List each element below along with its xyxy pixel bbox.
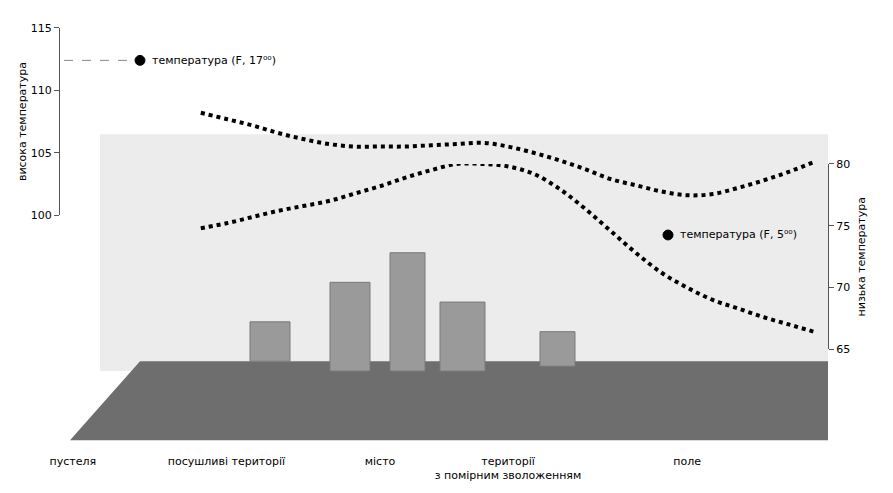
svg-text:температура (F, 5⁰⁰): температура (F, 5⁰⁰) — [680, 228, 797, 241]
svg-text:70: 70 — [836, 281, 850, 294]
svg-text:низька температура: низька температура — [856, 197, 869, 316]
svg-text:посушливі території: посушливі території — [168, 455, 286, 468]
svg-text:100: 100 — [31, 209, 52, 222]
svg-text:110: 110 — [31, 84, 52, 97]
svg-text:80: 80 — [836, 158, 850, 171]
svg-text:пустеля: пустеля — [50, 455, 97, 468]
svg-text:105: 105 — [31, 147, 52, 160]
svg-text:65: 65 — [836, 343, 850, 356]
svg-text:температура (F, 17⁰⁰): температура (F, 17⁰⁰) — [152, 54, 276, 67]
svg-text:75: 75 — [836, 220, 850, 233]
svg-text:територіїз помірним зволоження: територіїз помірним зволоженням — [435, 455, 582, 482]
svg-text:висока температура: висока температура — [16, 62, 29, 181]
svg-text:115: 115 — [31, 22, 52, 35]
svg-text:поле: поле — [673, 455, 701, 468]
svg-text:місто: місто — [365, 455, 396, 468]
